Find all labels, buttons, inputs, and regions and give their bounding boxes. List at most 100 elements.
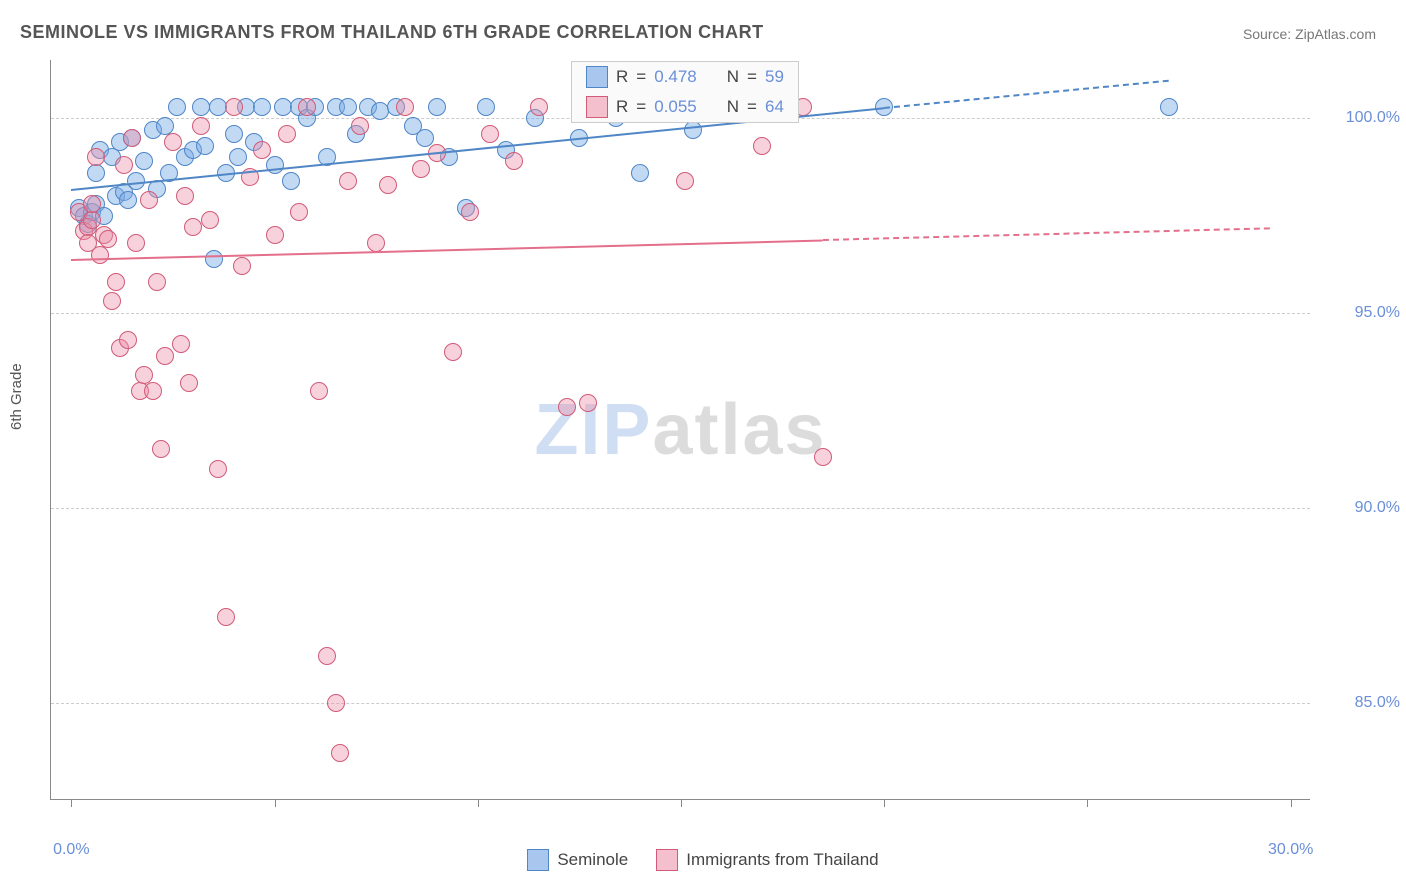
legend-r-value: 0.478 (654, 67, 697, 87)
scatter-point (371, 102, 389, 120)
legend-row: R = 0.055 N = 64 (572, 92, 798, 122)
legend-swatch (527, 849, 549, 871)
scatter-point (676, 172, 694, 190)
scatter-point (327, 694, 345, 712)
scatter-point (753, 137, 771, 155)
scatter-point (115, 156, 133, 174)
source-name: ZipAtlas.com (1295, 26, 1376, 42)
scatter-point (99, 230, 117, 248)
scatter-point (253, 141, 271, 159)
scatter-point (339, 172, 357, 190)
x-tick (1291, 799, 1292, 807)
scatter-point (1160, 98, 1178, 116)
scatter-point (225, 125, 243, 143)
scatter-point (156, 347, 174, 365)
series-legend: Seminole Immigrants from Thailand (0, 849, 1406, 876)
legend-r-value: 0.055 (654, 97, 697, 117)
scatter-point (558, 398, 576, 416)
scatter-point (444, 343, 462, 361)
x-tick (478, 799, 479, 807)
scatter-point (684, 121, 702, 139)
legend-eq: = (747, 67, 757, 87)
legend-eq: = (747, 97, 757, 117)
legend-eq: = (636, 97, 646, 117)
legend-swatch (586, 96, 608, 118)
series-name: Seminole (557, 850, 628, 870)
legend-swatch (586, 66, 608, 88)
x-tick (681, 799, 682, 807)
scatter-point (814, 448, 832, 466)
scatter-point (233, 257, 251, 275)
scatter-point (461, 203, 479, 221)
trendline-dashed (823, 227, 1270, 241)
scatter-point (367, 234, 385, 252)
scatter-point (379, 176, 397, 194)
scatter-point (91, 246, 109, 264)
scatter-point (217, 608, 235, 626)
gridline-h (51, 508, 1310, 509)
scatter-point (278, 125, 296, 143)
legend-n-label: N (727, 67, 739, 87)
legend-n-value: 64 (765, 97, 784, 117)
scatter-point (148, 273, 166, 291)
scatter-point (164, 133, 182, 151)
scatter-point (253, 98, 271, 116)
scatter-point (631, 164, 649, 182)
scatter-point (290, 203, 308, 221)
scatter-point (135, 152, 153, 170)
source-prefix: Source: (1243, 26, 1295, 42)
scatter-point (180, 374, 198, 392)
scatter-point (481, 125, 499, 143)
scatter-point (229, 148, 247, 166)
x-tick (884, 799, 885, 807)
scatter-point (168, 98, 186, 116)
legend-n-value: 59 (765, 67, 784, 87)
y-tick-label: 100.0% (1320, 109, 1400, 127)
scatter-point (416, 129, 434, 147)
scatter-point (201, 211, 219, 229)
scatter-point (140, 191, 158, 209)
legend-r-label: R (616, 97, 628, 117)
scatter-point (428, 98, 446, 116)
scatter-point (396, 98, 414, 116)
scatter-point (225, 98, 243, 116)
scatter-point (331, 744, 349, 762)
scatter-point (298, 98, 316, 116)
scatter-point (83, 195, 101, 213)
scatter-point (530, 98, 548, 116)
watermark-atlas: atlas (652, 390, 826, 470)
y-tick-label: 90.0% (1320, 499, 1400, 517)
scatter-point (196, 137, 214, 155)
scatter-point (579, 394, 597, 412)
correlation-legend: R = 0.478 N = 59 R = 0.055 N = 64 (571, 61, 799, 123)
series-name: Immigrants from Thailand (686, 850, 878, 870)
scatter-point (318, 647, 336, 665)
scatter-point (192, 117, 210, 135)
scatter-point (87, 164, 105, 182)
scatter-point (172, 335, 190, 353)
scatter-point (477, 98, 495, 116)
scatter-point (83, 211, 101, 229)
scatter-point (176, 187, 194, 205)
scatter-point (351, 117, 369, 135)
scatter-point (103, 292, 121, 310)
scatter-point (127, 234, 145, 252)
scatter-point (339, 98, 357, 116)
y-tick-label: 95.0% (1320, 304, 1400, 322)
scatter-point (505, 152, 523, 170)
scatter-plot: ZIPatlas R=0.478N=59R=0.055N=64 85.0%90.… (50, 60, 1310, 800)
scatter-point (282, 172, 300, 190)
x-tick (1087, 799, 1088, 807)
series-legend-item: Seminole (527, 849, 628, 871)
scatter-point (412, 160, 430, 178)
scatter-point (119, 191, 137, 209)
gridline-h (51, 313, 1310, 314)
y-axis-title: 6th Grade (8, 363, 25, 430)
x-tick (71, 799, 72, 807)
source-credit: Source: ZipAtlas.com (1243, 26, 1376, 42)
scatter-point (205, 250, 223, 268)
gridline-h (51, 703, 1310, 704)
trendline (71, 239, 823, 260)
legend-n-label: N (727, 97, 739, 117)
legend-r-label: R (616, 67, 628, 87)
